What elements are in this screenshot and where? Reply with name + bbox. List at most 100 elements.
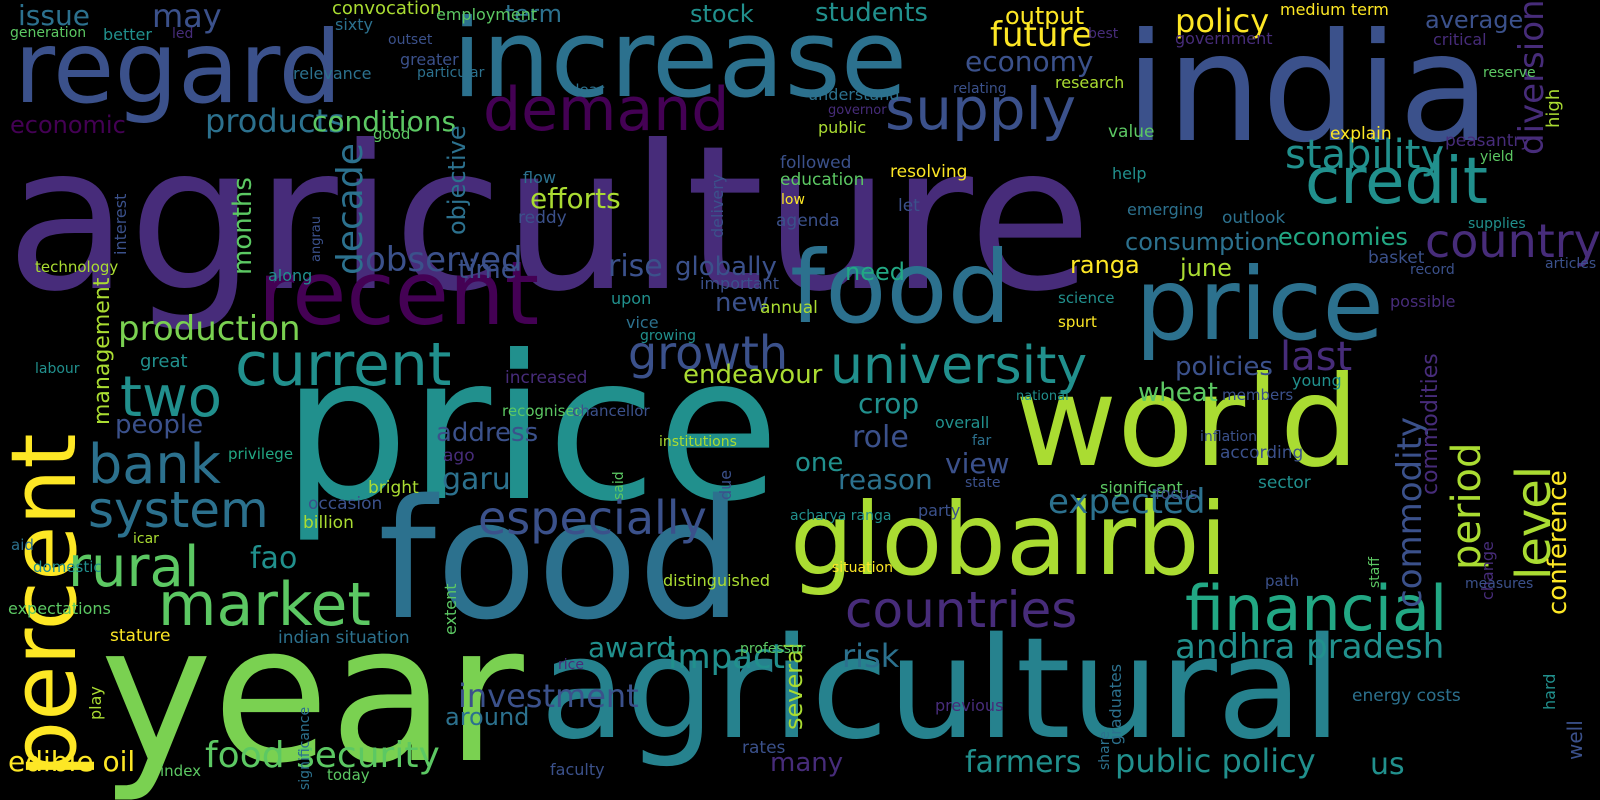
word-bank: bank [88,433,221,496]
word-measures: today [327,766,370,784]
word-india: india [1125,2,1491,176]
word-recent: recent [258,242,540,345]
word-stature: measures [1465,576,1534,592]
word-generation: medium term [1280,0,1389,19]
word-privilege: icar [133,531,159,547]
word-may: country [1425,214,1600,268]
word-price-large: price [282,313,780,546]
word-increased: ago [443,446,475,466]
word-recognised: said [611,471,627,500]
word-globally: economic [10,111,126,139]
word-output: issue [18,0,90,32]
word-hard: particular [417,65,485,81]
word-expected: crop [858,387,920,420]
word-food-large: food [378,464,743,656]
word-term: future [990,15,1093,55]
word-graduates: outset [388,32,433,48]
word-farmers: farmers [965,745,1082,780]
word-important: national [1016,389,1069,404]
word-low: annual [760,298,818,318]
word-outset: relating [953,81,1007,97]
word-level: investment [458,677,639,715]
word-peasantry: low [781,192,805,208]
word-followed: vice [626,313,659,332]
word-inflation: occasion [308,494,383,514]
word-agricultural: agricultural [540,608,1342,771]
word-months: months [228,177,258,275]
word-countries: countries [845,581,1078,639]
word-focus: indian situation [278,628,410,648]
word-credit: credit [1305,145,1488,219]
word-ranga: angrau [309,215,324,262]
word-supplies: reddy [518,208,567,228]
word-conditions: term [505,0,562,28]
word-reddy: labour [35,361,80,377]
word-time: products [205,102,345,140]
word-government: value [1108,122,1155,142]
word-interest: june [1180,254,1232,282]
word-economy: may [152,0,222,35]
word-commodity: many [770,748,844,778]
word-rural: rural [68,535,200,600]
word-icar: distinguished [663,571,771,590]
word-education: growing [640,328,696,344]
word-great: institutions [659,434,737,450]
word-sixty: best [1088,26,1119,42]
word-annual: overall [935,413,990,432]
word-reserve: yield [1480,149,1514,165]
word-billion: party [918,501,961,520]
word-party: professor [740,641,806,657]
word-objective: objective [443,125,471,235]
word-supply: supply [885,75,1077,143]
word-world: world [1015,350,1360,495]
word-previous: hard [1540,673,1559,710]
word-view: policies [1175,352,1273,382]
word-one: last [1280,334,1353,380]
word-around: fao [250,541,298,576]
word-wheat: role [852,420,909,455]
word-good: articles [1545,256,1597,272]
word-globalrbi: globalrbi [790,481,1228,598]
word-people: reason [838,463,933,496]
word-best: good [373,125,411,143]
word-endeavour: need [845,258,905,286]
word-distinguished: significance [297,706,313,790]
word-members: significant [1100,478,1183,497]
word-observed: students [815,0,928,28]
word-explain: education [780,170,865,190]
word-due: employment [436,5,538,24]
word-edible-oil: risk [842,637,900,675]
word-said: sixty [335,15,373,34]
word-last: rise [608,249,663,284]
word-record: along [268,266,313,285]
word-especially: especially [478,491,707,545]
word-regard: regard [14,9,343,126]
word-articles: important [700,274,780,293]
word-convocation: dear [570,81,605,99]
word-new: observed [365,240,523,280]
word-dear: public [818,118,867,137]
word-address: one [795,448,844,478]
word-spurt: according [1220,443,1304,463]
word-let: possible [1390,292,1456,311]
word-play: generation [10,25,87,41]
word-current: current [235,330,452,400]
word-significance: led [172,26,194,42]
word-public-policy: public policy [1115,742,1316,780]
word-particular: understand [808,85,900,104]
word-agenda: spurt [1058,313,1097,331]
word-consumption: delivery [708,173,727,238]
word-state: expectations [8,599,111,618]
word-employment: government [1175,29,1273,48]
word-sector: play [86,686,105,720]
word-energy-costs: well [1563,720,1587,760]
word-occasion: acharya ranga [790,508,892,524]
word-chancellor: due [716,469,735,500]
word-rates: energy costs [1352,686,1461,706]
word-economies: interest [111,193,130,255]
word-faculty: share [1097,731,1113,770]
word-basket: upon [611,289,652,308]
word-medium-term: explain [1330,124,1392,144]
word-reason: endeavour [683,360,823,390]
